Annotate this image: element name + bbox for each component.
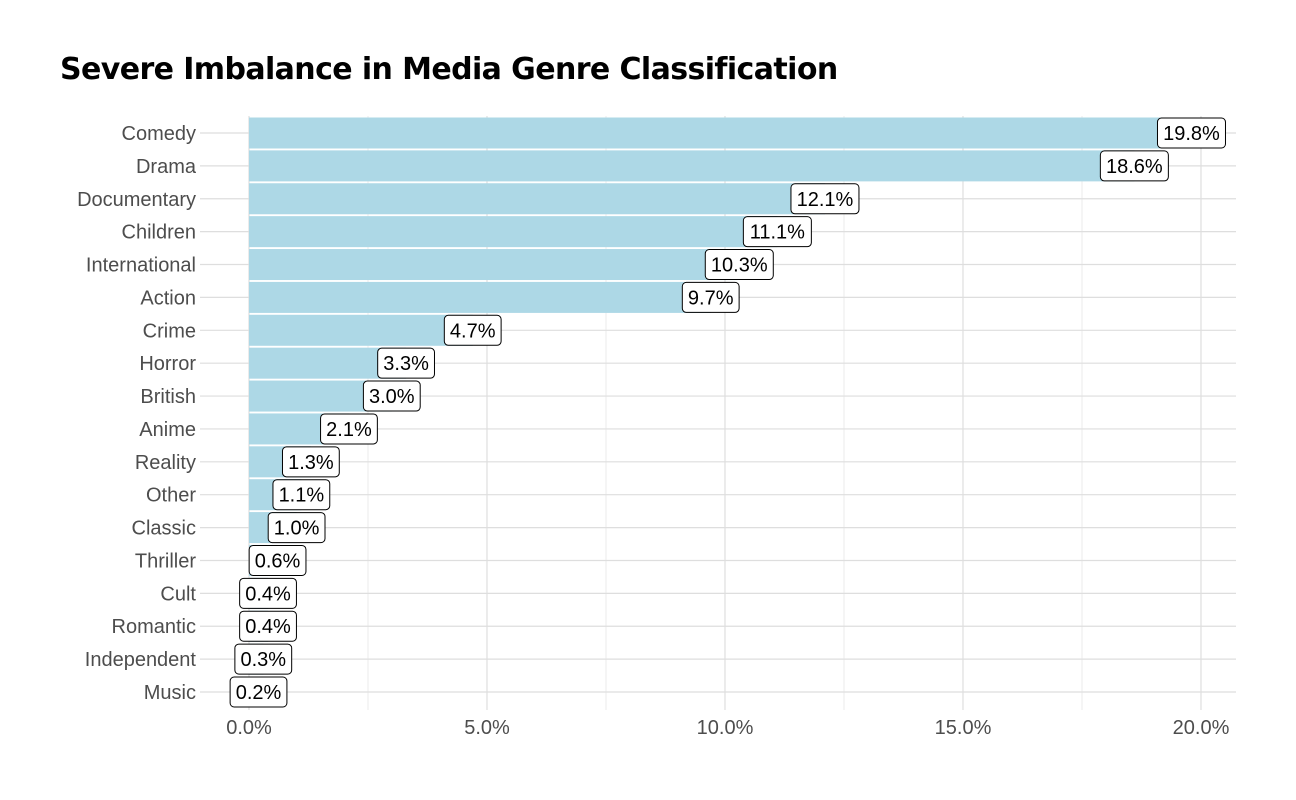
data-label: 9.7%: [681, 281, 740, 313]
svg-text:11.1%: 11.1%: [750, 222, 805, 244]
category-label: Thriller: [135, 550, 196, 572]
category-labels: Comedy Drama Documentary Children Internatio…: [77, 123, 197, 704]
svg-text:19.8%: 19.8%: [1163, 123, 1220, 145]
data-label: 12.1%: [790, 183, 860, 215]
data-label: 1.3%: [281, 446, 340, 478]
data-label: 19.8%: [1156, 117, 1226, 149]
data-label: 0.3%: [234, 643, 293, 675]
data-label: 1.0%: [267, 512, 326, 544]
svg-text:3.3%: 3.3%: [383, 353, 429, 375]
svg-text:9.7%: 9.7%: [688, 287, 734, 309]
svg-text:0.3%: 0.3%: [240, 649, 286, 671]
bars: [249, 117, 1192, 708]
data-label: 0.4%: [239, 610, 297, 642]
data-label: 1.1%: [272, 479, 331, 511]
data-label: 10.3%: [704, 249, 774, 281]
data-label: 2.1%: [320, 413, 378, 445]
category-label: Independent: [85, 649, 197, 671]
category-label: Horror: [139, 353, 196, 375]
bar: [249, 281, 711, 313]
category-label: Music: [144, 682, 196, 704]
svg-text:0.6%: 0.6%: [255, 550, 301, 572]
svg-text:0.2%: 0.2%: [236, 682, 282, 704]
category-label: Comedy: [122, 123, 196, 145]
x-tick-label: 0.0%: [226, 717, 272, 739]
data-label: 0.6%: [248, 544, 307, 576]
svg-text:3.0%: 3.0%: [369, 386, 415, 408]
category-label: Cult: [160, 583, 196, 605]
bar: [249, 314, 473, 346]
category-label: Action: [140, 287, 196, 309]
bar: [249, 150, 1135, 182]
category-label: Drama: [136, 156, 197, 178]
category-label: British: [140, 386, 196, 408]
svg-text:18.6%: 18.6%: [1106, 156, 1163, 178]
category-label: Classic: [132, 518, 196, 540]
svg-text:1.1%: 1.1%: [279, 485, 325, 507]
category-label: Other: [146, 485, 196, 507]
data-label: 11.1%: [742, 216, 812, 248]
svg-text:1.3%: 1.3%: [288, 452, 334, 474]
data-label: 3.0%: [362, 380, 421, 412]
svg-text:4.7%: 4.7%: [450, 320, 496, 342]
svg-text:12.1%: 12.1%: [797, 189, 854, 211]
x-tick-label: 20.0%: [1173, 717, 1230, 739]
category-label: Crime: [143, 320, 196, 342]
x-tick-label: 15.0%: [935, 717, 992, 739]
svg-text:10.3%: 10.3%: [711, 255, 768, 277]
x-tick-label: 10.0%: [697, 717, 754, 739]
data-label: 18.6%: [1099, 150, 1169, 182]
data-labels: 19.8%18.6% 12.1% 11.1% 10.3% 9.7% 4.7% 3.3% 3.0…: [229, 117, 1226, 708]
data-label: 3.3%: [377, 347, 435, 379]
category-label: Children: [122, 222, 196, 244]
chart-title: Severe Imbalance in Media Genre Classifi…: [60, 52, 838, 87]
data-label: 0.2%: [229, 676, 288, 708]
category-label: International: [86, 255, 196, 277]
bar: [249, 183, 825, 215]
bar: [249, 117, 1192, 149]
category-label: Documentary: [77, 189, 196, 211]
data-label: 4.7%: [443, 314, 502, 346]
svg-text:0.4%: 0.4%: [245, 616, 291, 638]
bar: [249, 216, 778, 248]
svg-text:1.0%: 1.0%: [274, 518, 320, 540]
x-axis-ticks: 0.0% 5.0% 10.0% 15.0% 20.0%: [226, 717, 1229, 739]
x-tick-label: 5.0%: [464, 717, 510, 739]
category-label: Romantic: [112, 616, 196, 638]
svg-text:2.1%: 2.1%: [326, 419, 372, 441]
bar: [249, 249, 740, 281]
category-label: Anime: [139, 419, 196, 441]
data-label: 0.4%: [239, 577, 297, 609]
svg-text:0.4%: 0.4%: [245, 583, 291, 605]
category-label: Reality: [135, 452, 196, 474]
